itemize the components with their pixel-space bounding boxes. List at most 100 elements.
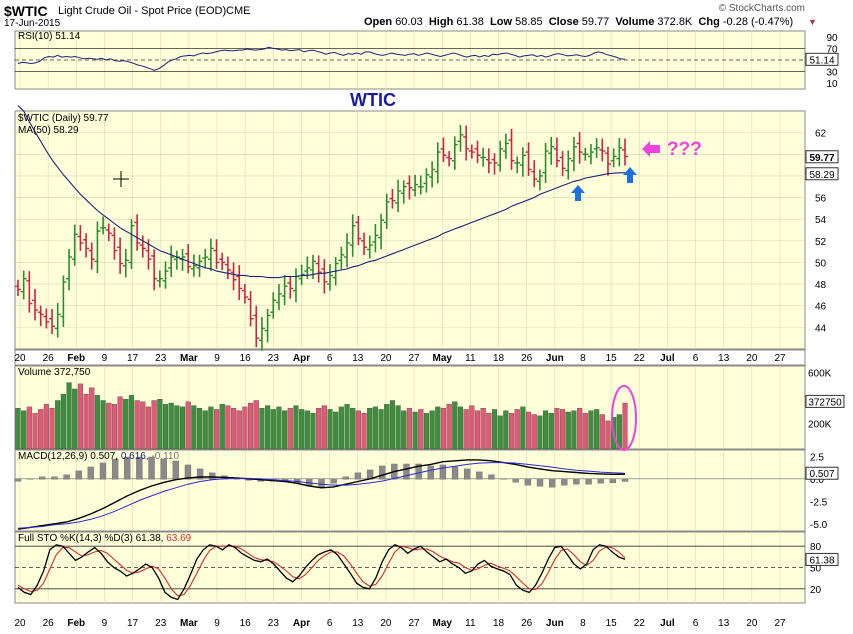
macd-hist-bar — [439, 464, 447, 480]
x-tick-label: 22 — [634, 618, 646, 629]
macd-hist-bar — [427, 465, 434, 480]
ohlc-readout: Open 60.03 High 61.38 Low 58.85 Close 59… — [364, 16, 793, 28]
x-tick-label: 9 — [102, 353, 108, 364]
sto-y-tick: 20 — [810, 585, 822, 596]
volume-bar — [72, 388, 78, 450]
x-tick-label: 18 — [493, 618, 505, 629]
volume-bar — [15, 407, 21, 450]
macd-legend-hist: -0.110 — [151, 451, 180, 462]
x-tick-label: 8 — [580, 618, 586, 629]
macd-hist-bar — [609, 478, 617, 484]
volume-bar — [276, 406, 282, 450]
macd-hist-bar — [500, 478, 507, 480]
macd-hist-bar — [87, 466, 94, 480]
volume-bar — [259, 407, 265, 450]
macd-hist-bar — [196, 468, 204, 480]
macd-hist-bar — [39, 476, 46, 480]
price-y-tick: 54 — [815, 215, 827, 226]
volume-bar — [293, 405, 299, 450]
volume-bar — [531, 414, 537, 450]
exchange: CME — [226, 5, 251, 17]
macd-hist-bar — [184, 464, 192, 480]
volume-bar — [134, 400, 140, 450]
volume-bar — [219, 404, 225, 450]
volume-bar — [265, 405, 271, 450]
chart-date: 17-Jun-2015 — [4, 18, 61, 29]
macd-legend-signal: 0.616, — [120, 451, 149, 462]
macd-hist-bar — [160, 458, 167, 480]
macd-hist-bar — [318, 478, 325, 488]
volume-bar — [236, 410, 242, 450]
volume-bar — [406, 407, 412, 450]
x-tick-label: 11 — [465, 618, 476, 629]
volume-bar — [367, 407, 373, 450]
x-tick-label: 6 — [327, 618, 333, 629]
volume-badge — [805, 394, 845, 408]
macd-hist-bar — [172, 460, 179, 480]
x-tick-label: 13 — [352, 353, 364, 364]
volume-bar — [145, 406, 152, 450]
volume-bar — [248, 402, 254, 450]
macd-hist-bar — [111, 458, 119, 480]
volume-highlight-ellipse — [611, 385, 637, 451]
volume-bar — [202, 410, 208, 450]
volume-bar — [106, 402, 112, 450]
volume-bar — [355, 410, 361, 450]
instrument-name: Light Crude Oil - Spot Price (EOD) — [58, 5, 227, 17]
macd-hist-bar — [536, 478, 544, 487]
macd-hist-bar — [26, 478, 34, 480]
volume-bar — [440, 407, 447, 450]
volume-bar — [480, 407, 486, 450]
x-tick-label: Feb — [67, 618, 85, 629]
close-badge — [805, 150, 839, 164]
price-legend: $WTIC (Daily) 59.77 — [18, 113, 109, 124]
macd-hist-bar — [51, 476, 58, 480]
volume-bar — [418, 409, 424, 450]
open-label: Open — [364, 16, 393, 28]
macd-hist-bar — [99, 462, 107, 480]
volume-bar — [520, 406, 526, 450]
x-tick-label: 9 — [214, 618, 220, 629]
x-tick-label: 20 — [14, 353, 26, 364]
x-tick-label: 26 — [43, 618, 55, 629]
left-arrow-icon — [642, 141, 660, 157]
x-tick-label: 11 — [465, 353, 476, 364]
macd-badge — [805, 466, 839, 480]
x-tick-label: 27 — [774, 353, 786, 364]
x-tick-label: 6 — [693, 618, 699, 629]
volume-bar — [168, 402, 174, 450]
volume-bar — [327, 409, 333, 450]
rsi-legend: RSI(10) 51.14 — [18, 31, 81, 42]
x-tick-label: 13 — [718, 353, 730, 364]
low-value: 58.85 — [515, 16, 543, 28]
x-tick-label: 18 — [493, 353, 505, 364]
volume-bar — [503, 410, 509, 450]
price-y-tick: 46 — [815, 302, 827, 313]
x-tick-label: Feb — [67, 353, 85, 364]
volume-bar — [469, 405, 475, 450]
caret-down-icon[interactable]: ▼ — [808, 17, 817, 27]
macd-legend-value: 0.507, — [90, 451, 119, 462]
x-tick-label: 27 — [774, 618, 786, 629]
macd-hist-bar — [524, 478, 532, 486]
macd-hist-bar — [354, 472, 362, 480]
volume-bar — [395, 405, 401, 450]
volume-bar — [582, 413, 588, 450]
x-tick-label: 26 — [43, 353, 55, 364]
volume-bar — [333, 411, 339, 450]
chg-value: -0.28 (-0.47%) — [722, 16, 794, 28]
volume-bar — [191, 405, 197, 450]
sto-y-tick: 50 — [810, 564, 822, 575]
sto-legend-d: 63.69 — [166, 533, 192, 544]
volume-bar — [304, 410, 310, 450]
volume-bar — [588, 410, 594, 450]
macd-hist-bar — [621, 478, 629, 482]
x-tick-label: 9 — [102, 618, 108, 629]
volume-bar — [174, 405, 180, 450]
wtic-annotation: WTIC — [350, 90, 396, 110]
high-value: 61.38 — [456, 16, 484, 28]
volume-bar — [89, 387, 95, 450]
high-label: High — [428, 16, 454, 28]
